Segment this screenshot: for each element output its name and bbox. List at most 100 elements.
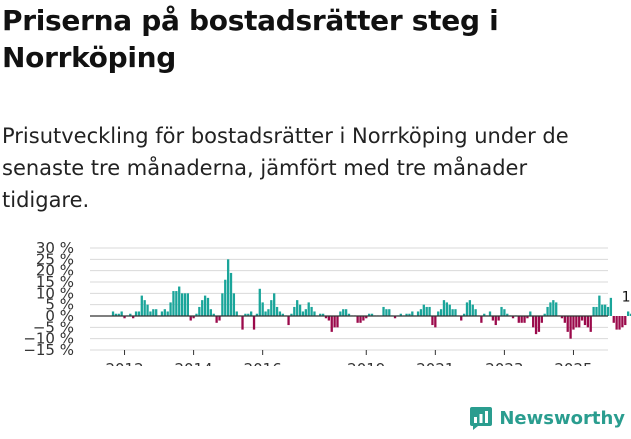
bar: [275, 306, 279, 316]
bar: [163, 309, 166, 316]
bar: [603, 304, 607, 316]
bar: [336, 316, 339, 328]
bar: [321, 313, 325, 316]
bar: [206, 297, 210, 316]
bar: [566, 316, 569, 332]
bar: [540, 316, 543, 323]
bar: [529, 311, 532, 316]
bar: [460, 316, 463, 321]
bar: [589, 316, 592, 332]
bar: [224, 279, 227, 316]
bar: [612, 316, 615, 323]
bar: [578, 316, 581, 328]
bar: [598, 295, 601, 316]
bar: [255, 313, 259, 316]
bar: [526, 316, 529, 319]
bar: [497, 316, 500, 321]
brand-name: Newsworthy: [499, 407, 625, 429]
bar: [250, 311, 253, 316]
bar: [287, 316, 290, 326]
bar: [198, 306, 201, 316]
bar: [606, 306, 610, 316]
bar: [624, 316, 627, 326]
bar: [563, 316, 566, 323]
bar: [264, 311, 267, 316]
bar: [437, 311, 440, 316]
bar: [586, 316, 590, 328]
bar: [592, 306, 595, 316]
bar: [362, 316, 365, 321]
page-subtitle: Prisutveckling för bostadsrätter i Norrk…: [2, 124, 569, 212]
bar: [480, 316, 483, 323]
bar: [543, 313, 546, 316]
bar: [160, 311, 164, 316]
x-tick-label: 2021: [416, 360, 454, 366]
bar: [500, 306, 503, 316]
page-title: Priserna på bostadsrätter steg i Norrköp…: [2, 4, 499, 74]
bar: [241, 316, 244, 330]
x-tick-label: 2025: [554, 360, 592, 366]
bar: [488, 311, 492, 316]
bar: [123, 316, 126, 319]
y-tick-label: 30 %: [36, 239, 74, 257]
bar: [537, 316, 541, 332]
bar: [462, 313, 466, 316]
bar: [428, 306, 431, 316]
bar: [310, 306, 313, 316]
bar: [474, 309, 477, 316]
y-tick-label: 15 %: [36, 273, 74, 291]
bar: [560, 316, 564, 319]
bar: [388, 309, 391, 316]
bar: [195, 313, 198, 316]
bar: [347, 313, 351, 316]
bar: [114, 313, 118, 316]
brand-logo: Newsworthy: [469, 405, 625, 431]
bar: [615, 316, 618, 330]
bar: [232, 293, 236, 316]
bar: [270, 300, 273, 316]
bar: [555, 302, 558, 316]
bar: [626, 311, 630, 316]
bar: [442, 300, 446, 316]
latest-value-annotation: 1 %: [622, 290, 631, 306]
bar: [359, 316, 362, 323]
bar: [468, 300, 472, 316]
bar: [304, 309, 307, 316]
chart-bars: [111, 259, 631, 339]
bar: [149, 311, 152, 316]
bar: [517, 316, 520, 323]
bar: [601, 304, 604, 316]
bar: [319, 313, 322, 316]
bar: [393, 316, 397, 319]
bar: [569, 316, 572, 339]
bar: [166, 311, 169, 316]
bar: [425, 306, 428, 316]
bar: [215, 316, 218, 323]
y-tick-label: 5 %: [45, 296, 74, 314]
bar: [183, 293, 187, 316]
bar: [247, 313, 250, 316]
bar: [422, 304, 425, 316]
chart-y-axis: 30 %25 %20 %15 %10 %5 %0 %−5 %−10 %−15 %: [23, 239, 74, 359]
bar: [172, 291, 175, 316]
bar: [218, 316, 221, 321]
y-tick-label: 10 %: [36, 284, 74, 302]
bar: [506, 313, 509, 316]
bar: [552, 300, 555, 316]
bar: [261, 302, 264, 316]
bar: [491, 316, 495, 321]
bar: [192, 316, 195, 319]
bar: [212, 313, 215, 316]
bar: [201, 300, 204, 316]
bar: [370, 313, 374, 316]
bar: [140, 295, 143, 316]
bar: [572, 316, 575, 330]
x-tick-label: 2016: [244, 360, 282, 366]
x-tick-label: 2019: [347, 360, 385, 366]
bar: [290, 313, 293, 316]
bar: [523, 316, 526, 323]
bar: [621, 316, 624, 328]
x-tick-label: 2023: [485, 360, 523, 366]
bar: [313, 311, 316, 316]
bar: [175, 291, 178, 316]
